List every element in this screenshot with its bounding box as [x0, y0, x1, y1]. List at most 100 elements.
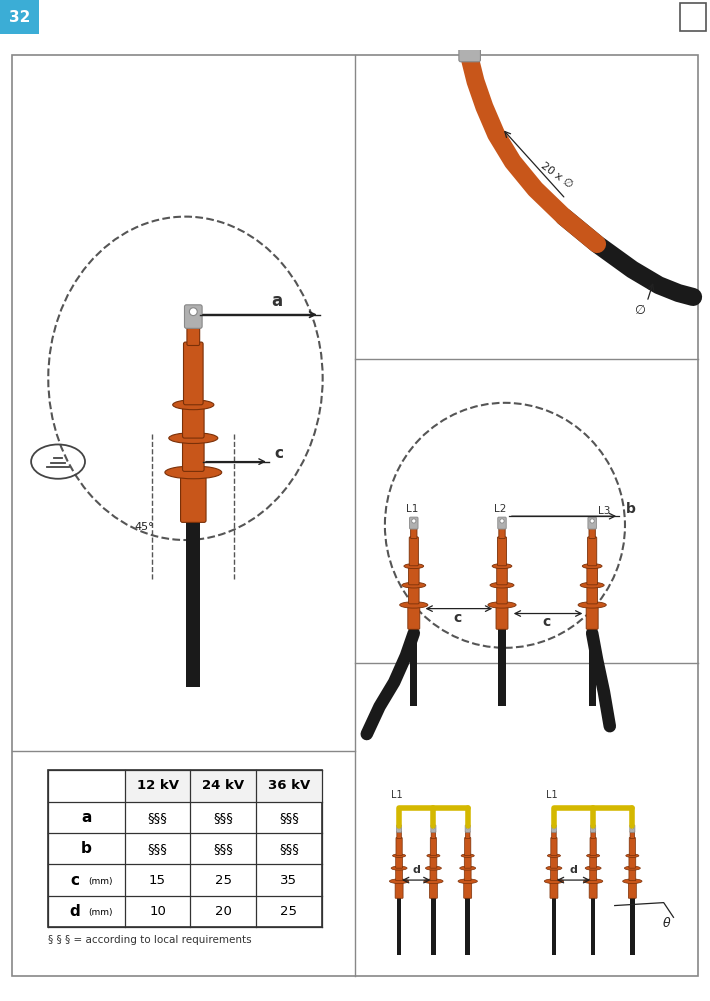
- Circle shape: [500, 519, 504, 524]
- Text: c: c: [70, 873, 80, 888]
- Circle shape: [398, 826, 400, 829]
- Circle shape: [465, 33, 474, 43]
- Ellipse shape: [546, 866, 562, 870]
- FancyBboxPatch shape: [397, 825, 402, 833]
- FancyBboxPatch shape: [590, 857, 596, 868]
- Circle shape: [631, 826, 634, 829]
- Text: L2: L2: [494, 505, 506, 515]
- Bar: [431, 893, 436, 955]
- FancyBboxPatch shape: [187, 325, 200, 345]
- FancyBboxPatch shape: [551, 838, 557, 856]
- Ellipse shape: [624, 866, 640, 870]
- FancyBboxPatch shape: [182, 440, 204, 471]
- FancyBboxPatch shape: [590, 838, 596, 856]
- Ellipse shape: [626, 854, 639, 858]
- Bar: [466, 893, 470, 955]
- Text: (mm): (mm): [88, 877, 112, 886]
- Circle shape: [466, 826, 469, 829]
- Ellipse shape: [165, 466, 222, 478]
- FancyBboxPatch shape: [550, 857, 557, 868]
- Bar: [48, 771, 322, 927]
- Ellipse shape: [462, 854, 474, 858]
- Circle shape: [590, 519, 594, 524]
- Text: b: b: [626, 503, 636, 517]
- FancyBboxPatch shape: [630, 831, 635, 839]
- Ellipse shape: [393, 854, 405, 858]
- FancyBboxPatch shape: [552, 831, 556, 839]
- FancyBboxPatch shape: [591, 825, 596, 833]
- Text: 35: 35: [280, 874, 297, 887]
- Text: c: c: [542, 616, 550, 630]
- FancyBboxPatch shape: [464, 882, 471, 898]
- FancyBboxPatch shape: [408, 568, 419, 585]
- FancyBboxPatch shape: [410, 518, 418, 530]
- Ellipse shape: [458, 879, 477, 884]
- FancyBboxPatch shape: [586, 606, 598, 630]
- FancyBboxPatch shape: [630, 825, 635, 833]
- FancyBboxPatch shape: [589, 882, 597, 898]
- Text: L1: L1: [546, 790, 558, 800]
- FancyBboxPatch shape: [430, 857, 437, 868]
- FancyBboxPatch shape: [395, 869, 403, 881]
- Bar: [591, 893, 596, 955]
- Circle shape: [552, 826, 555, 829]
- Text: §§§: §§§: [148, 842, 168, 855]
- FancyBboxPatch shape: [589, 528, 596, 539]
- Circle shape: [591, 826, 594, 829]
- FancyBboxPatch shape: [408, 606, 420, 630]
- Text: a: a: [271, 292, 283, 309]
- FancyBboxPatch shape: [629, 838, 635, 856]
- Ellipse shape: [173, 399, 214, 409]
- FancyBboxPatch shape: [497, 587, 507, 604]
- Bar: [589, 622, 596, 706]
- Ellipse shape: [400, 602, 428, 608]
- Ellipse shape: [490, 583, 514, 588]
- FancyBboxPatch shape: [498, 518, 506, 530]
- Ellipse shape: [427, 854, 440, 858]
- Bar: [256, 771, 322, 802]
- FancyBboxPatch shape: [185, 305, 202, 328]
- Bar: [630, 893, 635, 955]
- Ellipse shape: [169, 432, 218, 443]
- FancyBboxPatch shape: [550, 882, 558, 898]
- Bar: [680, 3, 706, 31]
- Bar: [125, 771, 190, 802]
- Text: § § § = according to local requirements: § § § = according to local requirements: [48, 935, 252, 945]
- Bar: [0, 0, 39, 34]
- Text: d: d: [70, 904, 80, 919]
- FancyBboxPatch shape: [464, 838, 471, 856]
- Bar: [410, 622, 417, 706]
- Ellipse shape: [460, 866, 476, 870]
- Circle shape: [412, 519, 416, 524]
- Ellipse shape: [390, 879, 409, 884]
- FancyBboxPatch shape: [183, 342, 203, 404]
- FancyBboxPatch shape: [395, 857, 403, 868]
- Text: L1: L1: [391, 790, 403, 800]
- Text: d: d: [569, 865, 577, 875]
- Ellipse shape: [586, 854, 600, 858]
- FancyBboxPatch shape: [431, 831, 436, 839]
- Bar: [187, 511, 200, 687]
- FancyBboxPatch shape: [465, 825, 470, 833]
- FancyBboxPatch shape: [464, 869, 471, 881]
- FancyBboxPatch shape: [496, 606, 508, 630]
- FancyBboxPatch shape: [466, 831, 470, 839]
- Ellipse shape: [578, 602, 606, 608]
- FancyBboxPatch shape: [628, 882, 636, 898]
- FancyBboxPatch shape: [587, 587, 597, 604]
- FancyBboxPatch shape: [397, 831, 401, 839]
- FancyBboxPatch shape: [396, 838, 403, 856]
- Text: a: a: [81, 810, 92, 825]
- Circle shape: [432, 826, 435, 829]
- FancyBboxPatch shape: [430, 882, 437, 898]
- Ellipse shape: [492, 564, 512, 569]
- Text: L1: L1: [406, 505, 418, 515]
- FancyBboxPatch shape: [629, 869, 635, 881]
- FancyBboxPatch shape: [459, 38, 481, 62]
- Bar: [190, 771, 256, 802]
- FancyBboxPatch shape: [180, 474, 206, 523]
- Text: §§§: §§§: [213, 842, 233, 855]
- Text: 12 kV: 12 kV: [136, 780, 178, 793]
- Circle shape: [190, 307, 197, 315]
- Text: b: b: [81, 841, 92, 856]
